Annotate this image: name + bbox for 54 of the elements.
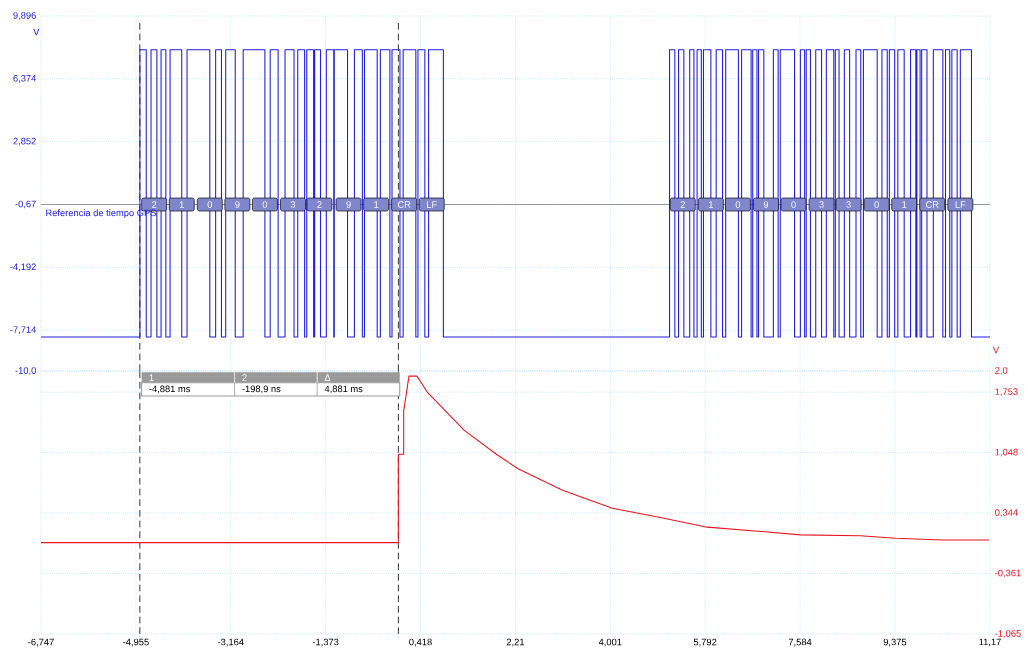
annotation: 1 bbox=[179, 201, 184, 208]
x-tick-label: -6,747 bbox=[28, 638, 54, 647]
x-tick-label: 9,375 bbox=[883, 638, 907, 647]
annotation: 9 bbox=[763, 201, 769, 208]
x-tick-label: 7,584 bbox=[788, 638, 812, 647]
annotation: 1 bbox=[708, 201, 713, 208]
annotation: LF bbox=[955, 201, 966, 208]
annotation: CR bbox=[397, 201, 411, 208]
x-tick-label: 11,17 bbox=[979, 638, 1001, 647]
y-tick-label: -0,67 bbox=[15, 200, 36, 209]
x-tick-label: 5,792 bbox=[693, 638, 717, 647]
annotation: 2 bbox=[680, 201, 685, 208]
y2-tick-label: 1,048 bbox=[995, 448, 1018, 457]
y2-tick-label: 0,344 bbox=[995, 509, 1018, 517]
x-tick-label: 2,21 bbox=[506, 638, 525, 647]
annotation: 3 bbox=[819, 201, 824, 208]
y2-tick-label: 1,753 bbox=[995, 388, 1018, 397]
x-tick-label: -3,164 bbox=[217, 638, 244, 647]
annotation: 3 bbox=[290, 201, 296, 208]
annotation: 2 bbox=[152, 201, 157, 208]
annotation: 0 bbox=[207, 201, 213, 208]
x-tick-label: -4,955 bbox=[123, 638, 149, 647]
x-tick-label: 0,418 bbox=[409, 638, 432, 647]
annotation: 1 bbox=[374, 201, 379, 208]
annotation: 9 bbox=[235, 201, 240, 208]
y-tick-label: -10,0 bbox=[15, 367, 36, 375]
y-tick-label: 2,852 bbox=[13, 137, 36, 146]
annotation: 0 bbox=[262, 201, 268, 208]
y2-tick-label: 2,0 bbox=[995, 367, 1008, 375]
x-tick-label: -1,373 bbox=[312, 638, 339, 647]
y2-tick-label: -1,065 bbox=[995, 630, 1021, 638]
y2-tick-label: -0,361 bbox=[995, 569, 1021, 578]
annotation: LF bbox=[427, 201, 437, 208]
annotation: 2 bbox=[242, 374, 247, 381]
annotation: 0 bbox=[874, 201, 879, 208]
annotation: CR bbox=[926, 201, 939, 208]
y-tick-label: 6,374 bbox=[13, 74, 37, 83]
y-tick-label: 9,896 bbox=[13, 12, 36, 20]
annotation: 0 bbox=[735, 201, 741, 208]
annotation: -4,881 ms bbox=[149, 385, 191, 394]
annotation: 4,881 ms bbox=[324, 385, 363, 394]
x-tick-label: 4,001 bbox=[598, 638, 622, 647]
y-axis-title: V bbox=[33, 28, 40, 36]
annotation: 9 bbox=[346, 201, 351, 208]
annotation: -198,9 ns bbox=[242, 385, 281, 394]
y-tick-label: -4,192 bbox=[10, 263, 36, 272]
annotation: 1 bbox=[149, 374, 154, 381]
y2-axis-title: V bbox=[992, 346, 1000, 354]
y-tick-label: -7,714 bbox=[10, 326, 37, 334]
annotation: 1 bbox=[902, 201, 907, 208]
annotation: Δ bbox=[324, 374, 331, 381]
annotation: 2 bbox=[317, 201, 322, 208]
annotation: 3 bbox=[846, 201, 851, 208]
annotation: 0 bbox=[791, 201, 796, 208]
